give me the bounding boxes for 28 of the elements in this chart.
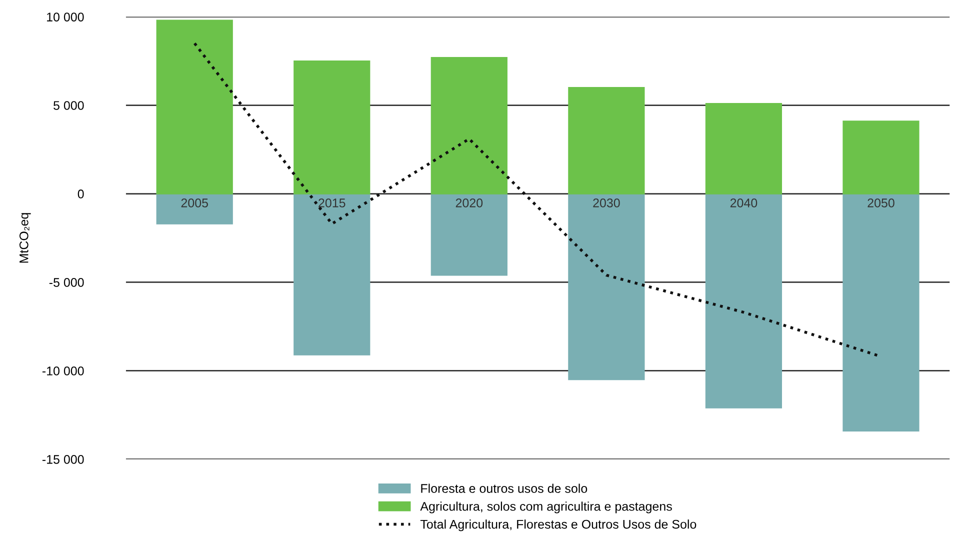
- x-tick-label: 2030: [593, 198, 620, 208]
- x-tick-label: 2020: [456, 198, 483, 208]
- x-tick-label: 2015: [318, 198, 346, 208]
- bar: [568, 87, 645, 194]
- bar: [842, 120, 920, 194]
- y-tick-label: 0: [78, 190, 84, 198]
- legend-label: Floresta e outros usos de solo: [421, 484, 588, 493]
- legend-label: Total Agricultura, Florestas e Outros Usos de Solo: [420, 520, 696, 532]
- y-tick-label: -15 000: [42, 455, 84, 464]
- bar: [156, 20, 233, 194]
- bar: [294, 60, 370, 194]
- bar: [705, 102, 782, 194]
- bar: [568, 193, 645, 380]
- y-tick-label: 5 000: [54, 101, 84, 110]
- y-tick-label: -10 000: [42, 366, 84, 376]
- x-tick-label: 2050: [868, 198, 894, 208]
- bar: [705, 193, 782, 408]
- bar: [430, 56, 508, 194]
- bar: [430, 193, 508, 276]
- y-tick-label: -5 000: [49, 278, 84, 287]
- legend-label: Agricultura, solos com agricultira e pastagens: [420, 502, 672, 514]
- x-tick-label: 2040: [730, 198, 758, 208]
- y-tick-label: 10 000: [47, 12, 84, 22]
- bar: [842, 193, 920, 432]
- x-tick-label: 2005: [181, 198, 208, 208]
- bar: [156, 193, 233, 224]
- bar: [294, 193, 370, 356]
- y-axis-title: MtCO₂eq: [19, 213, 31, 263]
